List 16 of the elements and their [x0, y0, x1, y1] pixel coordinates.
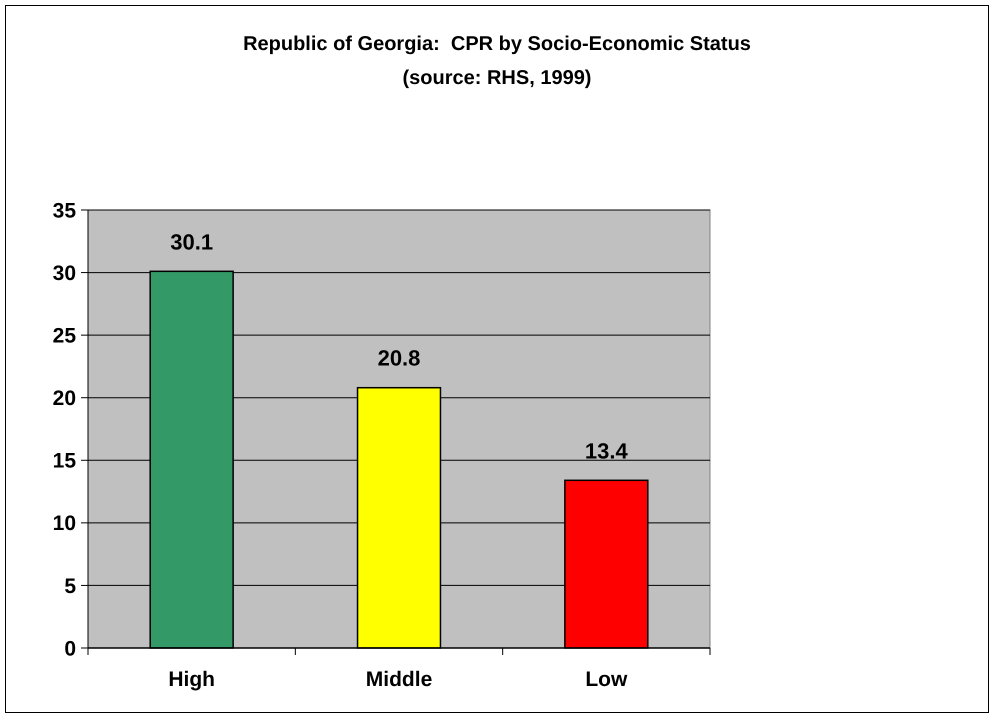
- y-tick-label: 25: [52, 324, 76, 348]
- chart-title: Republic of Georgia: CPR by Socio-Economic Status: [243, 33, 751, 55]
- y-tick-label: 35: [52, 199, 76, 222]
- y-tick-label: 0: [64, 637, 76, 660]
- data-label: 30.1: [170, 229, 214, 254]
- x-tick-label: Middle: [366, 668, 432, 691]
- y-tick-label: 30: [52, 262, 76, 285]
- data-label: 20.8: [378, 346, 420, 371]
- x-tick-label: High: [168, 668, 215, 691]
- y-tick-label: 10: [52, 512, 76, 536]
- y-tick-label: 15: [52, 450, 76, 473]
- y-tick-label: 5: [64, 574, 76, 598]
- data-label: 13.4: [584, 438, 628, 464]
- x-tick-label: Low: [585, 668, 628, 691]
- y-tick-label: 20: [52, 387, 76, 410]
- chart-subtitle: (source: RHS, 1999): [402, 67, 592, 89]
